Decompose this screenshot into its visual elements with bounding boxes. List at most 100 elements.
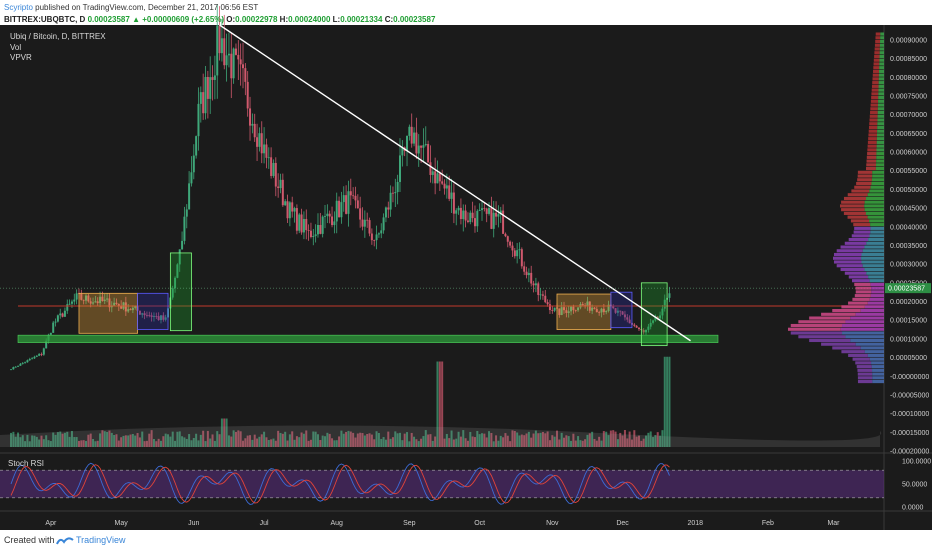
vpvr-bar bbox=[855, 312, 884, 316]
candle-body bbox=[52, 322, 55, 333]
candle-body bbox=[242, 64, 245, 69]
volume-bar bbox=[277, 430, 280, 447]
volume-bar bbox=[211, 434, 214, 447]
candle-body bbox=[607, 304, 610, 311]
candle-body bbox=[284, 201, 287, 206]
volume-bar bbox=[431, 440, 434, 447]
volume-bar bbox=[70, 430, 73, 447]
candle-body bbox=[94, 301, 97, 303]
vpvr-bar bbox=[870, 107, 878, 111]
vpvr-bar bbox=[867, 215, 884, 219]
x-tick-label: May bbox=[115, 520, 129, 527]
volume-bar bbox=[237, 430, 240, 447]
x-tick-label: Jun bbox=[188, 520, 199, 527]
y-tick-label: -0.00010000 bbox=[890, 411, 929, 418]
volume-bar bbox=[117, 440, 120, 447]
candle-body bbox=[328, 213, 331, 217]
volume-bar bbox=[403, 433, 406, 447]
vpvr-bar bbox=[869, 357, 884, 361]
volume-bar bbox=[136, 433, 139, 447]
candle-body bbox=[21, 362, 24, 364]
volume-bar bbox=[87, 434, 90, 447]
candle-body bbox=[359, 208, 362, 220]
candle-body bbox=[551, 310, 554, 311]
volume-bar bbox=[326, 432, 329, 447]
candle-body bbox=[548, 304, 551, 311]
candle-body bbox=[539, 294, 542, 296]
volume-bar bbox=[232, 430, 235, 447]
volume-bar bbox=[581, 440, 584, 447]
volume-bar bbox=[101, 430, 104, 447]
candle-body bbox=[661, 308, 664, 316]
volume-bar bbox=[197, 440, 200, 447]
vpvr-bar bbox=[868, 275, 884, 279]
vpvr-bar bbox=[872, 380, 884, 384]
vpvr-bar bbox=[847, 193, 868, 197]
candle-body bbox=[28, 358, 31, 361]
candle-body bbox=[181, 240, 184, 250]
volume-bar bbox=[61, 433, 64, 447]
vpvr-bar bbox=[873, 58, 880, 62]
candle-body bbox=[63, 310, 66, 317]
y-tick-label: 0.00035000 bbox=[890, 243, 927, 250]
volume-bar bbox=[473, 437, 476, 447]
volume-bar bbox=[394, 431, 397, 447]
candle-body bbox=[349, 191, 352, 196]
vpvr-bar bbox=[852, 357, 870, 361]
candle-body bbox=[230, 53, 233, 79]
volume-ma-area bbox=[0, 425, 882, 447]
candle-body bbox=[218, 25, 221, 54]
y-tick-label: -0.00005000 bbox=[890, 392, 929, 399]
candle-body bbox=[307, 230, 310, 231]
candle-body bbox=[431, 171, 434, 175]
volume-bar bbox=[33, 435, 36, 447]
volume-bar bbox=[108, 430, 111, 447]
volume-bar bbox=[68, 436, 71, 447]
candle-body bbox=[155, 316, 158, 317]
vpvr-bar bbox=[879, 51, 884, 55]
blue-box bbox=[610, 291, 633, 329]
volume-bar bbox=[305, 430, 308, 447]
candle-body bbox=[537, 283, 540, 295]
volume-bar bbox=[509, 441, 512, 447]
volume-bar bbox=[295, 436, 298, 447]
vpvr-bar bbox=[850, 316, 884, 320]
candle-body bbox=[274, 162, 277, 187]
author-link[interactable]: Scyripto bbox=[4, 3, 33, 12]
volume-bar bbox=[649, 431, 652, 447]
vpvr-bar bbox=[840, 245, 865, 249]
volume-bar bbox=[138, 437, 141, 447]
vpvr-bar bbox=[872, 73, 879, 77]
chart-title: Ubiq / Bitcoin, D, BITTREX bbox=[10, 32, 106, 41]
volume-bar bbox=[120, 437, 123, 447]
vpvr-bar bbox=[854, 282, 871, 286]
volume-bar bbox=[548, 440, 551, 447]
volume-bar bbox=[28, 441, 31, 447]
blue-box bbox=[137, 292, 169, 330]
candle-body bbox=[183, 216, 186, 241]
candle-body bbox=[216, 25, 219, 76]
candle-body bbox=[101, 296, 104, 302]
volume-bar bbox=[155, 441, 158, 447]
volume-bar bbox=[63, 432, 66, 447]
volume-bar bbox=[544, 433, 547, 447]
tradingview-link[interactable]: TradingView bbox=[76, 535, 126, 545]
candle-body bbox=[225, 55, 228, 66]
volume-bar bbox=[633, 430, 636, 447]
candle-body bbox=[73, 299, 76, 302]
y-tick-label: 0.00045000 bbox=[890, 206, 927, 213]
vpvr-bar bbox=[870, 230, 884, 234]
candle-body bbox=[600, 308, 603, 313]
candle-body bbox=[10, 369, 13, 371]
y-tick-label: 0.00015000 bbox=[890, 318, 927, 325]
volume-bar bbox=[99, 433, 102, 447]
volume-bar bbox=[143, 441, 146, 447]
open-value: 0.00022978 bbox=[235, 15, 278, 24]
vpvr-bar bbox=[870, 103, 878, 107]
candle-body bbox=[380, 230, 383, 234]
candle-body bbox=[492, 212, 495, 229]
vpvr-bar bbox=[876, 144, 884, 148]
vpvr-bar bbox=[841, 305, 865, 309]
volume-bar bbox=[661, 430, 664, 447]
volume-bar bbox=[523, 435, 526, 447]
